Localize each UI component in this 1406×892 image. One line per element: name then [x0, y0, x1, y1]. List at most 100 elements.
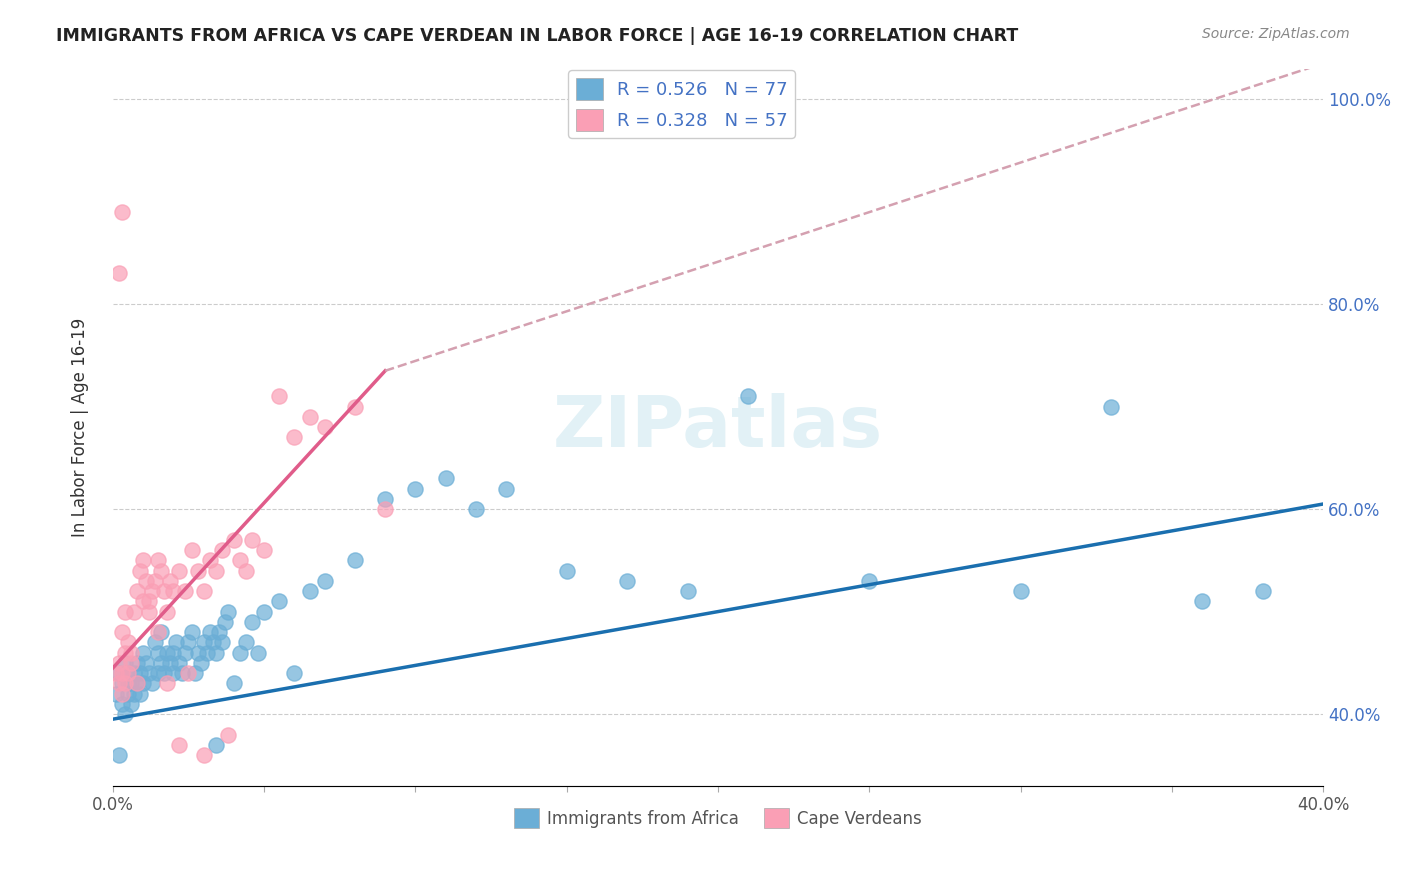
Point [314, 420, 336, 434]
Point [114, 656, 136, 670]
Point [129, 687, 152, 701]
Point [193, 584, 215, 599]
Point [117, 635, 139, 649]
Point [314, 574, 336, 588]
Point [211, 543, 233, 558]
Point [298, 409, 321, 424]
Point [122, 687, 145, 701]
Legend: Immigrants from Africa, Cape Verdeans: Immigrants from Africa, Cape Verdeans [508, 801, 929, 835]
Point [148, 625, 170, 640]
Point [169, 738, 191, 752]
Point [434, 471, 457, 485]
Point [283, 430, 305, 444]
Point [177, 635, 200, 649]
Text: Source: ZipAtlas.com: Source: ZipAtlas.com [1202, 27, 1350, 41]
Point [141, 676, 163, 690]
Point [180, 625, 202, 640]
Point [269, 594, 291, 608]
Point [153, 584, 176, 599]
Point [190, 656, 212, 670]
Point [495, 482, 517, 496]
Point [111, 697, 134, 711]
Point [240, 533, 263, 547]
Point [208, 625, 231, 640]
Point [141, 584, 163, 599]
Point [193, 635, 215, 649]
Point [616, 574, 638, 588]
Text: IMMIGRANTS FROM AFRICA VS CAPE VERDEAN IN LABOR FORCE | AGE 16-19 CORRELATION CH: IMMIGRANTS FROM AFRICA VS CAPE VERDEAN I… [56, 27, 1018, 45]
Point [253, 543, 276, 558]
Point [108, 666, 131, 681]
Point [132, 646, 155, 660]
Point [1191, 594, 1213, 608]
Point [222, 676, 245, 690]
Point [174, 584, 197, 599]
Point [138, 605, 160, 619]
Point [404, 482, 426, 496]
Point [122, 666, 145, 681]
Point [108, 267, 131, 281]
Point [162, 666, 184, 681]
Point [198, 553, 221, 567]
Point [132, 676, 155, 690]
Point [374, 502, 396, 516]
Point [117, 666, 139, 681]
Point [269, 389, 291, 403]
Point [132, 553, 155, 567]
Point [222, 533, 245, 547]
Point [193, 747, 215, 762]
Point [159, 574, 181, 588]
Point [150, 564, 173, 578]
Point [737, 389, 759, 403]
Point [111, 676, 134, 690]
Point [204, 646, 226, 660]
Point [165, 635, 187, 649]
Point [104, 666, 127, 681]
Point [214, 615, 236, 629]
Point [195, 646, 218, 660]
Point [169, 564, 191, 578]
Point [138, 666, 160, 681]
Point [129, 564, 152, 578]
Point [374, 491, 396, 506]
Point [108, 656, 131, 670]
Point [111, 687, 134, 701]
Point [240, 615, 263, 629]
Point [217, 727, 239, 741]
Point [125, 676, 148, 690]
Point [162, 584, 184, 599]
Point [114, 707, 136, 722]
Point [125, 676, 148, 690]
Point [1099, 400, 1122, 414]
Point [187, 646, 209, 660]
Y-axis label: In Labor Force | Age 16-19: In Labor Force | Age 16-19 [72, 318, 89, 537]
Point [1010, 584, 1032, 599]
Point [162, 646, 184, 660]
Point [187, 564, 209, 578]
Point [235, 564, 257, 578]
Point [120, 646, 142, 660]
Point [298, 584, 321, 599]
Point [174, 646, 197, 660]
Point [122, 605, 145, 619]
Point [111, 666, 134, 681]
Point [117, 676, 139, 690]
Point [120, 656, 142, 670]
Point [858, 574, 880, 588]
Point [148, 666, 170, 681]
Point [343, 553, 366, 567]
Point [156, 605, 179, 619]
Point [169, 656, 191, 670]
Point [253, 605, 276, 619]
Point [108, 747, 131, 762]
Point [465, 502, 488, 516]
Point [229, 646, 252, 660]
Point [143, 635, 166, 649]
Point [114, 676, 136, 690]
Point [114, 646, 136, 660]
Point [125, 584, 148, 599]
Point [114, 605, 136, 619]
Point [201, 635, 224, 649]
Point [129, 666, 152, 681]
Point [117, 666, 139, 681]
